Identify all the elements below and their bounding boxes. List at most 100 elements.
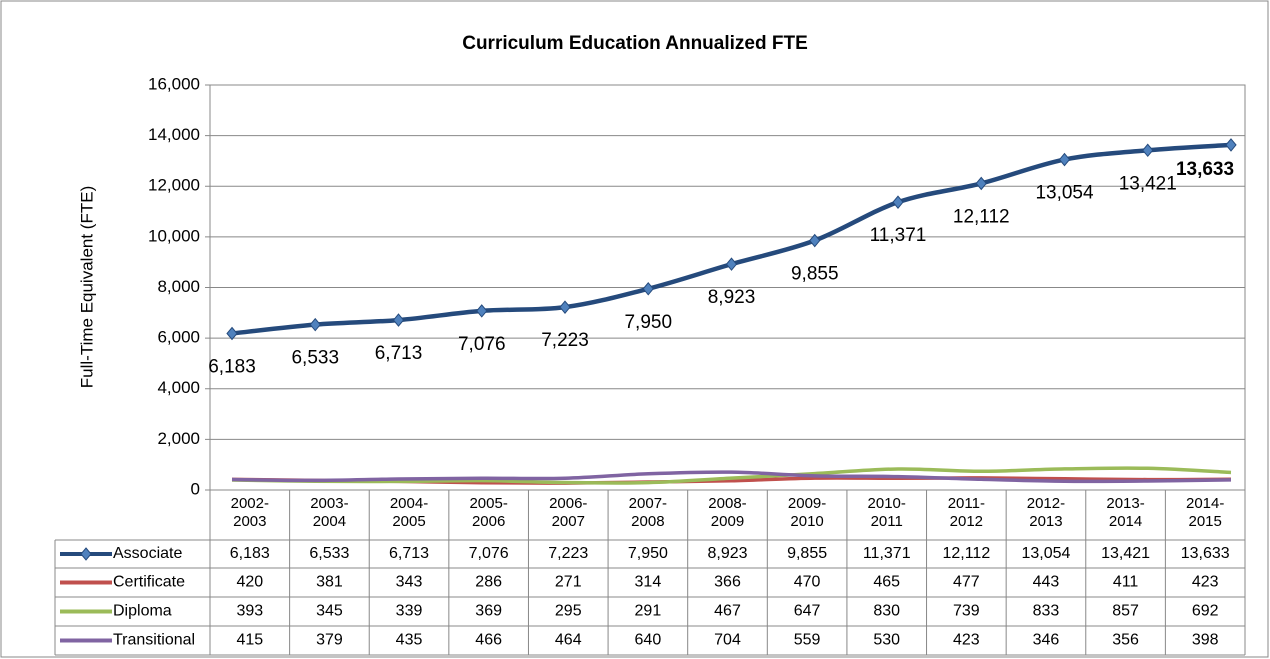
table-value: 291 <box>635 603 662 620</box>
data-label: 8,923 <box>708 287 756 308</box>
table-value: 13,421 <box>1101 545 1150 562</box>
data-label: 6,183 <box>208 357 256 378</box>
point-marker <box>226 326 238 341</box>
table-value: 470 <box>794 574 821 591</box>
table-value: 704 <box>714 632 741 649</box>
data-label: 11,371 <box>870 225 927 246</box>
table-value: 393 <box>236 603 263 620</box>
table-value: 369 <box>475 603 502 620</box>
table-value: 467 <box>714 603 741 620</box>
legend-label: Associate <box>113 545 182 562</box>
x-tick-label: 2012-2013 <box>1026 495 1066 530</box>
data-label: 12,112 <box>953 206 1010 227</box>
x-tick-label: 2009-2010 <box>787 495 827 530</box>
data-label: 6,533 <box>291 348 339 369</box>
table-value: 295 <box>555 603 582 620</box>
x-tick-label: 2013-2014 <box>1106 495 1145 530</box>
table-value: 640 <box>635 632 662 649</box>
series-line <box>231 466 1232 485</box>
x-tick-label: 2005-2006 <box>469 495 508 530</box>
table-value: 7,076 <box>469 545 509 562</box>
y-tick-label: 0 <box>191 479 200 498</box>
table-value: 13,054 <box>1021 545 1070 562</box>
data-label: 7,223 <box>541 330 589 351</box>
table-value: 7,223 <box>548 545 588 562</box>
table-value: 833 <box>1033 603 1060 620</box>
x-category: 2008-2009 <box>708 495 747 530</box>
legend-label: Certificate <box>113 574 185 591</box>
table-value: 9,855 <box>787 545 827 562</box>
point-marker <box>392 313 405 327</box>
x-tick-label: 2008-2009 <box>708 495 747 530</box>
table-value: 8,923 <box>707 545 747 562</box>
table-value: 11,371 <box>863 545 911 562</box>
y-tick-label: 16,000 <box>148 74 200 93</box>
table-value: 345 <box>316 603 343 620</box>
table-value: 6,533 <box>309 545 349 562</box>
table-value: 286 <box>475 574 502 591</box>
table-value: 339 <box>396 603 423 620</box>
x-category: 2010-2011 <box>868 495 906 530</box>
data-label: 13,421 <box>1119 173 1177 194</box>
data-label: 7,076 <box>458 334 506 355</box>
table-value: 423 <box>1192 574 1219 591</box>
legend-label: Diploma <box>113 603 172 620</box>
table-value: 559 <box>794 632 821 649</box>
table-value: 314 <box>635 574 662 591</box>
table-value: 435 <box>396 632 423 649</box>
point-marker <box>309 317 321 332</box>
table-value: 398 <box>1192 632 1219 649</box>
x-category: 2006-2007 <box>549 495 588 530</box>
x-category: 2005-2006 <box>469 495 508 530</box>
point-marker <box>725 257 738 271</box>
table-value: 464 <box>555 632 582 649</box>
point-marker <box>559 300 571 314</box>
table-value: 381 <box>316 574 343 591</box>
x-tick-label: 2004-2005 <box>389 495 429 530</box>
table-value: 739 <box>953 603 980 620</box>
y-tick-label: 14,000 <box>148 125 200 144</box>
table-value: 830 <box>873 603 900 620</box>
x-category: 2012-2013 <box>1026 495 1066 530</box>
x-category: 2014-2015 <box>1186 495 1224 530</box>
table-value: 6,713 <box>389 545 429 562</box>
table-value: 443 <box>1033 574 1060 591</box>
data-label: 13,054 <box>1035 183 1094 204</box>
table-value: 12,112 <box>942 545 990 562</box>
x-category: 2003-2004 <box>310 495 349 530</box>
y-tick-label: 10,000 <box>148 226 200 245</box>
x-category: 2007-2008 <box>629 495 667 530</box>
y-tick-label: 2,000 <box>157 429 200 448</box>
data-label: 13,633 <box>1176 159 1234 180</box>
x-tick-label: 2006-2007 <box>549 495 588 530</box>
table-value: 857 <box>1112 603 1139 620</box>
table-value: 7,950 <box>628 545 668 562</box>
point-marker <box>642 281 654 296</box>
table-value: 13,633 <box>1181 545 1230 562</box>
data-label: 9,855 <box>791 264 839 285</box>
table-value: 6,183 <box>230 545 270 562</box>
data-label: 6,713 <box>375 343 423 364</box>
table-value: 466 <box>475 632 502 649</box>
table-value: 343 <box>396 574 423 591</box>
legend-marker <box>80 547 92 561</box>
series-line <box>231 470 1232 484</box>
x-tick-label: 2003-2004 <box>310 495 349 530</box>
point-marker <box>476 304 488 318</box>
table-value: 366 <box>714 574 741 591</box>
table-value: 420 <box>236 574 263 591</box>
table-value: 465 <box>873 574 900 591</box>
table-value: 415 <box>236 632 263 649</box>
point-marker <box>809 233 821 248</box>
point-marker <box>1142 143 1154 158</box>
point-marker <box>975 176 987 191</box>
table-value: 271 <box>555 574 582 591</box>
point-marker <box>1058 152 1071 167</box>
point-marker <box>892 195 904 209</box>
table-value: 477 <box>953 574 980 591</box>
data-label: 7,950 <box>624 312 672 333</box>
x-tick-label: 2002-2003 <box>230 495 269 530</box>
x-category: 2013-2014 <box>1106 495 1145 530</box>
y-axis-label: Full-Time Equivalent (FTE) <box>77 186 96 388</box>
